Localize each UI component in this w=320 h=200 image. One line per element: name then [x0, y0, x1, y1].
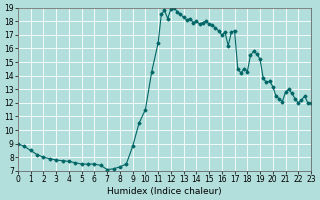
X-axis label: Humidex (Indice chaleur): Humidex (Indice chaleur)	[107, 187, 222, 196]
